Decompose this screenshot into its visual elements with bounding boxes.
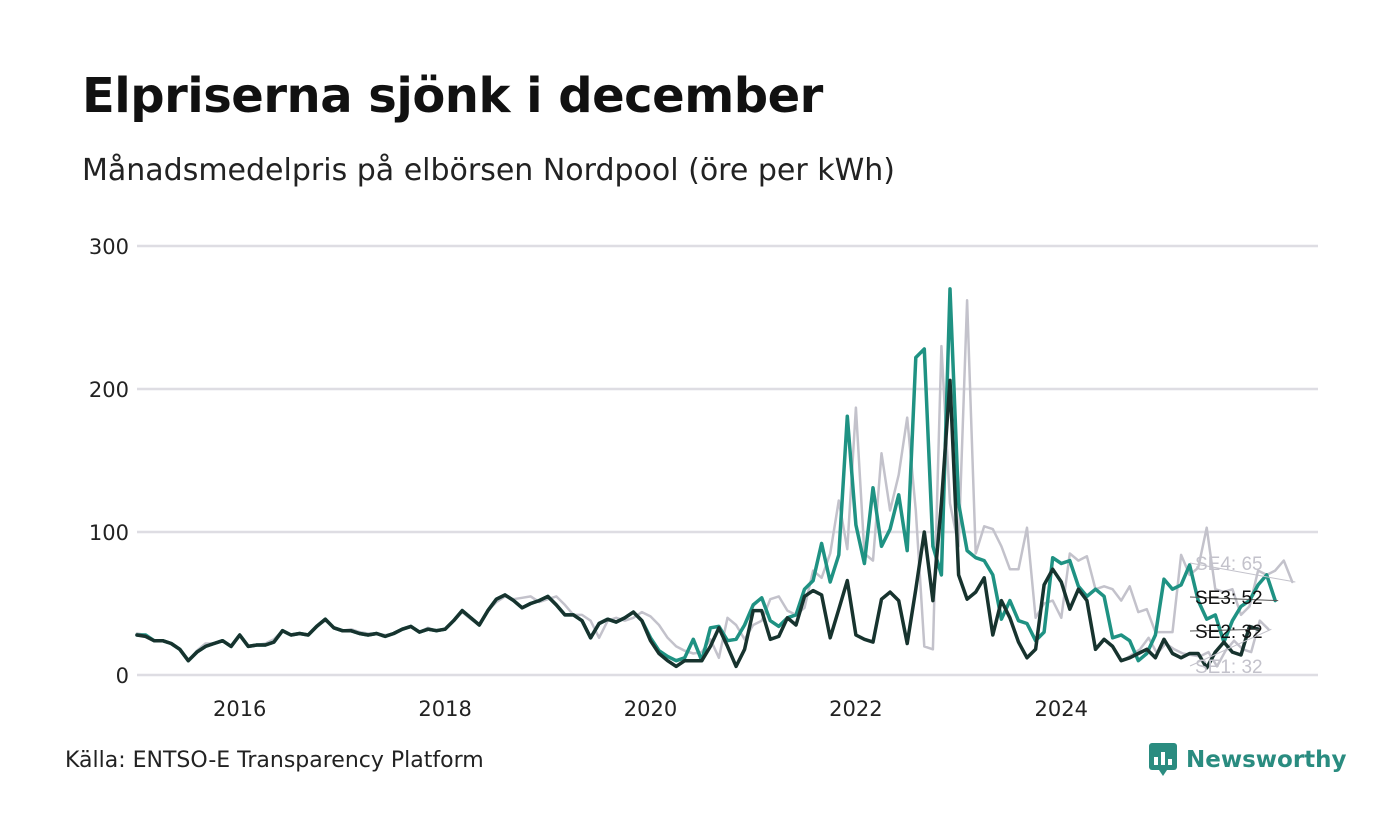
x-tick-label: 2022 — [829, 697, 882, 721]
series-line-se3 — [135, 287, 1277, 663]
y-tick-label: 300 — [89, 235, 129, 259]
y-axis-labels: 0 100 200 300 — [89, 235, 129, 688]
end-label-leader-se4 — [1189, 562, 1296, 583]
brand-name: Newsworthy — [1186, 747, 1347, 773]
series-lines — [135, 287, 1294, 670]
end-label-se3: SE3: 52 — [1195, 588, 1263, 609]
end-label-leader-se2 — [1189, 628, 1262, 632]
y-tick-label: 200 — [89, 378, 129, 402]
x-tick-label: 2024 — [1035, 697, 1088, 721]
source-note: Källa: ENTSO-E Transparency Platform — [65, 748, 484, 773]
end-label-leader-se3 — [1189, 596, 1279, 602]
x-tick-label: 2016 — [213, 697, 266, 721]
x-axis-labels: 2016 2018 2020 2022 2024 — [213, 697, 1088, 721]
chart-subtitle: Månadsmedelpris på elbörsen Nordpool (ör… — [82, 153, 895, 188]
series-line-se2 — [135, 378, 1260, 670]
x-tick-label: 2020 — [624, 697, 677, 721]
y-tick-label: 0 — [116, 664, 129, 688]
end-label-se4: SE4: 65 — [1195, 554, 1263, 575]
series-line-se4 — [135, 299, 1294, 662]
newsworthy-logo[interactable]: Newsworthy — [1148, 742, 1347, 778]
y-tick-label: 100 — [89, 521, 129, 545]
grid-lines — [137, 244, 1318, 677]
x-tick-label: 2018 — [418, 697, 471, 721]
end-label-se1: SE1: 32 — [1195, 657, 1263, 678]
newsworthy-logo-icon — [1149, 743, 1177, 776]
end-label-leader-se1 — [1189, 628, 1272, 667]
series-end-labels: SE4: 65 SE3: 52 SE2: 32 SE1: 32 — [1189, 554, 1296, 678]
end-label-se2: SE2: 32 — [1195, 622, 1263, 643]
chart-title: Elpriserna sjönk i december — [82, 68, 823, 124]
